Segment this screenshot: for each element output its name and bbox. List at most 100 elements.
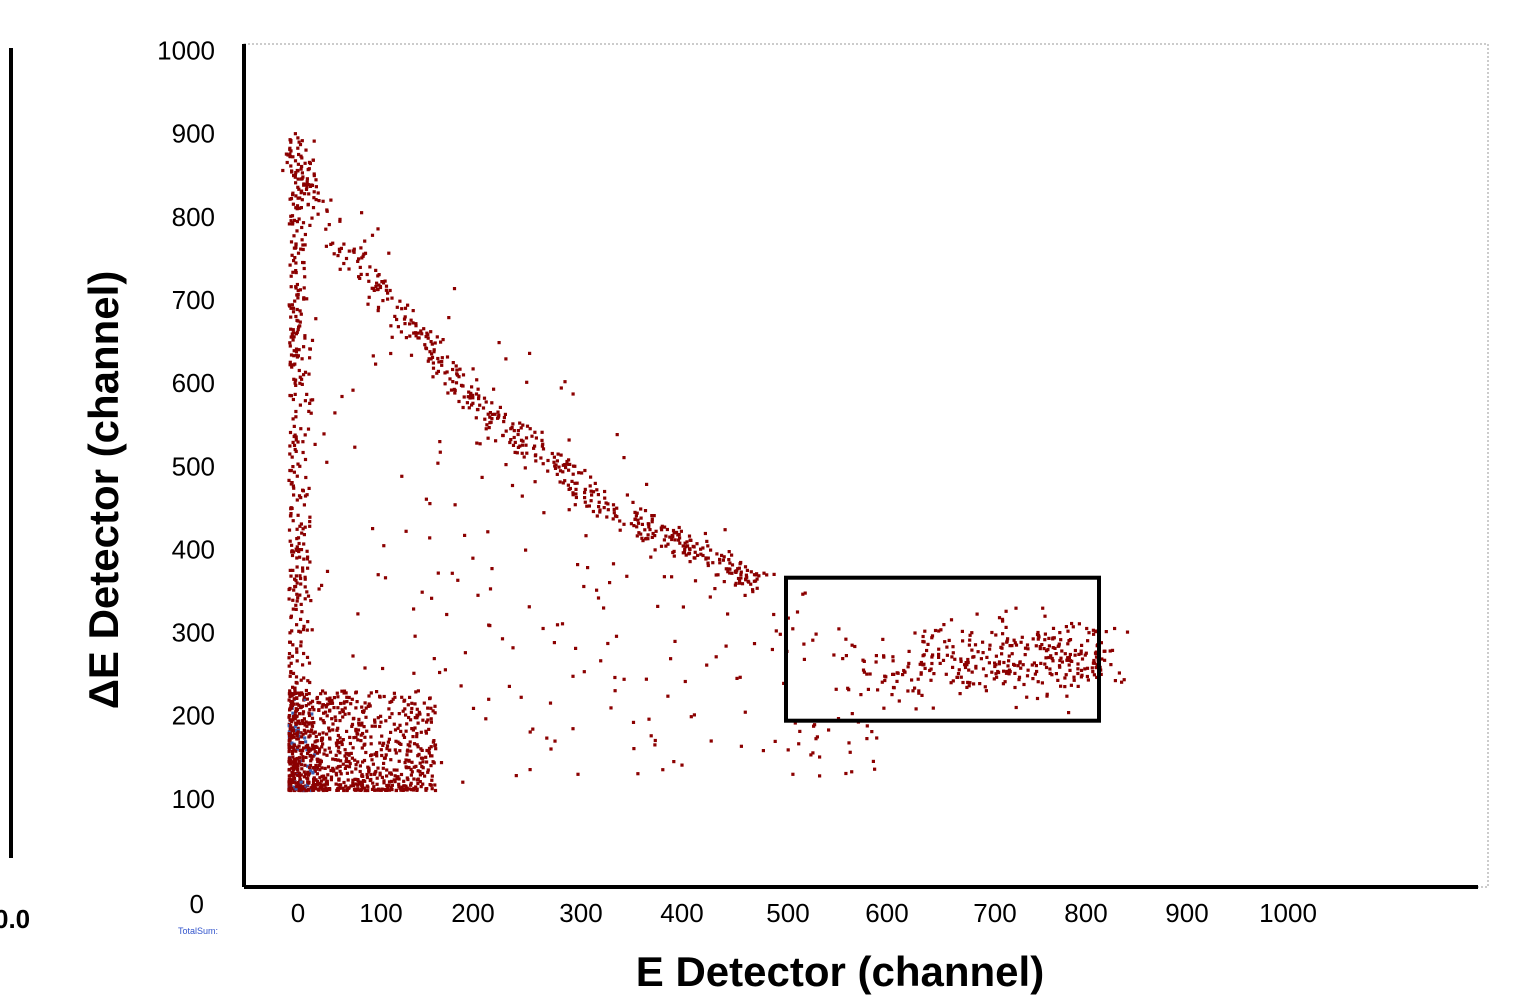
data-point [1094, 666, 1098, 670]
data-point [372, 288, 376, 292]
data-point [297, 691, 301, 695]
data-point [576, 772, 580, 776]
data-point [714, 573, 718, 577]
data-point [949, 681, 953, 685]
data-point [1038, 647, 1042, 651]
data-point [1023, 646, 1028, 650]
data-point [369, 772, 373, 777]
data-point [1001, 619, 1005, 623]
data-point [522, 455, 526, 459]
data-point [390, 783, 394, 787]
data-point [342, 780, 346, 785]
data-point [301, 757, 305, 761]
data-point [306, 764, 310, 768]
data-point [406, 303, 410, 307]
data-point [408, 695, 412, 699]
data-point [357, 717, 361, 721]
data-point [583, 468, 587, 473]
data-point [1036, 637, 1040, 641]
data-point [402, 787, 406, 792]
data-point [1058, 658, 1062, 663]
data-point [305, 392, 309, 396]
data-point [430, 754, 434, 758]
data-point [414, 324, 418, 328]
data-point [685, 540, 689, 544]
data-point [364, 715, 368, 719]
data-point [414, 334, 418, 338]
data-point [645, 482, 649, 486]
data-point [298, 630, 303, 634]
data-point [1014, 643, 1019, 647]
data-point [844, 654, 848, 658]
data-point [403, 322, 407, 326]
data-point [1090, 666, 1094, 670]
data-point [425, 748, 429, 753]
data-point [291, 607, 295, 611]
data-point [399, 788, 403, 792]
data-point [476, 593, 480, 597]
data-point [744, 578, 748, 582]
data-point [504, 357, 508, 361]
data-point [1059, 684, 1063, 688]
data-point [310, 747, 314, 751]
data-point [295, 353, 299, 357]
data-point [290, 303, 294, 307]
data-point [305, 748, 309, 752]
data-point [688, 560, 692, 564]
data-point [440, 360, 444, 364]
data-point [345, 729, 349, 733]
data-point [571, 464, 576, 468]
data-point [342, 242, 346, 246]
data-point [737, 581, 742, 585]
data-point [310, 716, 315, 720]
data-point [649, 734, 653, 738]
data-point [429, 706, 433, 710]
data-point [317, 199, 321, 203]
data-point [297, 187, 301, 191]
data-point [293, 447, 297, 452]
data-point [645, 536, 649, 541]
data-point [418, 761, 422, 765]
data-point [412, 765, 416, 769]
data-point [370, 724, 374, 728]
data-point [292, 776, 297, 780]
data-point [1058, 631, 1062, 635]
data-point [427, 727, 431, 731]
data-point [384, 753, 388, 757]
data-point [1008, 644, 1012, 648]
data-point [362, 252, 366, 256]
data-point [670, 534, 674, 538]
data-point [1018, 661, 1022, 665]
data-point [673, 639, 677, 643]
data-point [433, 704, 437, 708]
data-point [615, 506, 619, 510]
data-point [705, 663, 709, 667]
data-point [678, 541, 682, 545]
data-point [291, 700, 295, 704]
data-point [334, 753, 338, 757]
data-point [414, 322, 418, 326]
data-point [353, 777, 357, 781]
data-point [299, 548, 304, 552]
data-point [520, 451, 524, 455]
data-point [930, 636, 934, 640]
data-point [722, 555, 726, 559]
data-point [571, 493, 575, 497]
data-point [433, 341, 437, 345]
data-point [287, 767, 291, 772]
data-point [765, 573, 769, 577]
data-point [320, 583, 324, 587]
data-point [347, 765, 352, 769]
data-point [292, 765, 296, 769]
data-point [367, 694, 371, 698]
data-point [281, 168, 285, 173]
data-point [381, 743, 385, 747]
data-point [316, 783, 320, 787]
data-point [325, 460, 329, 464]
data-point [693, 579, 698, 583]
data-point [933, 628, 938, 633]
data-point [359, 733, 363, 737]
data-point [301, 732, 305, 736]
data-point [387, 251, 391, 255]
data-point [292, 377, 296, 381]
